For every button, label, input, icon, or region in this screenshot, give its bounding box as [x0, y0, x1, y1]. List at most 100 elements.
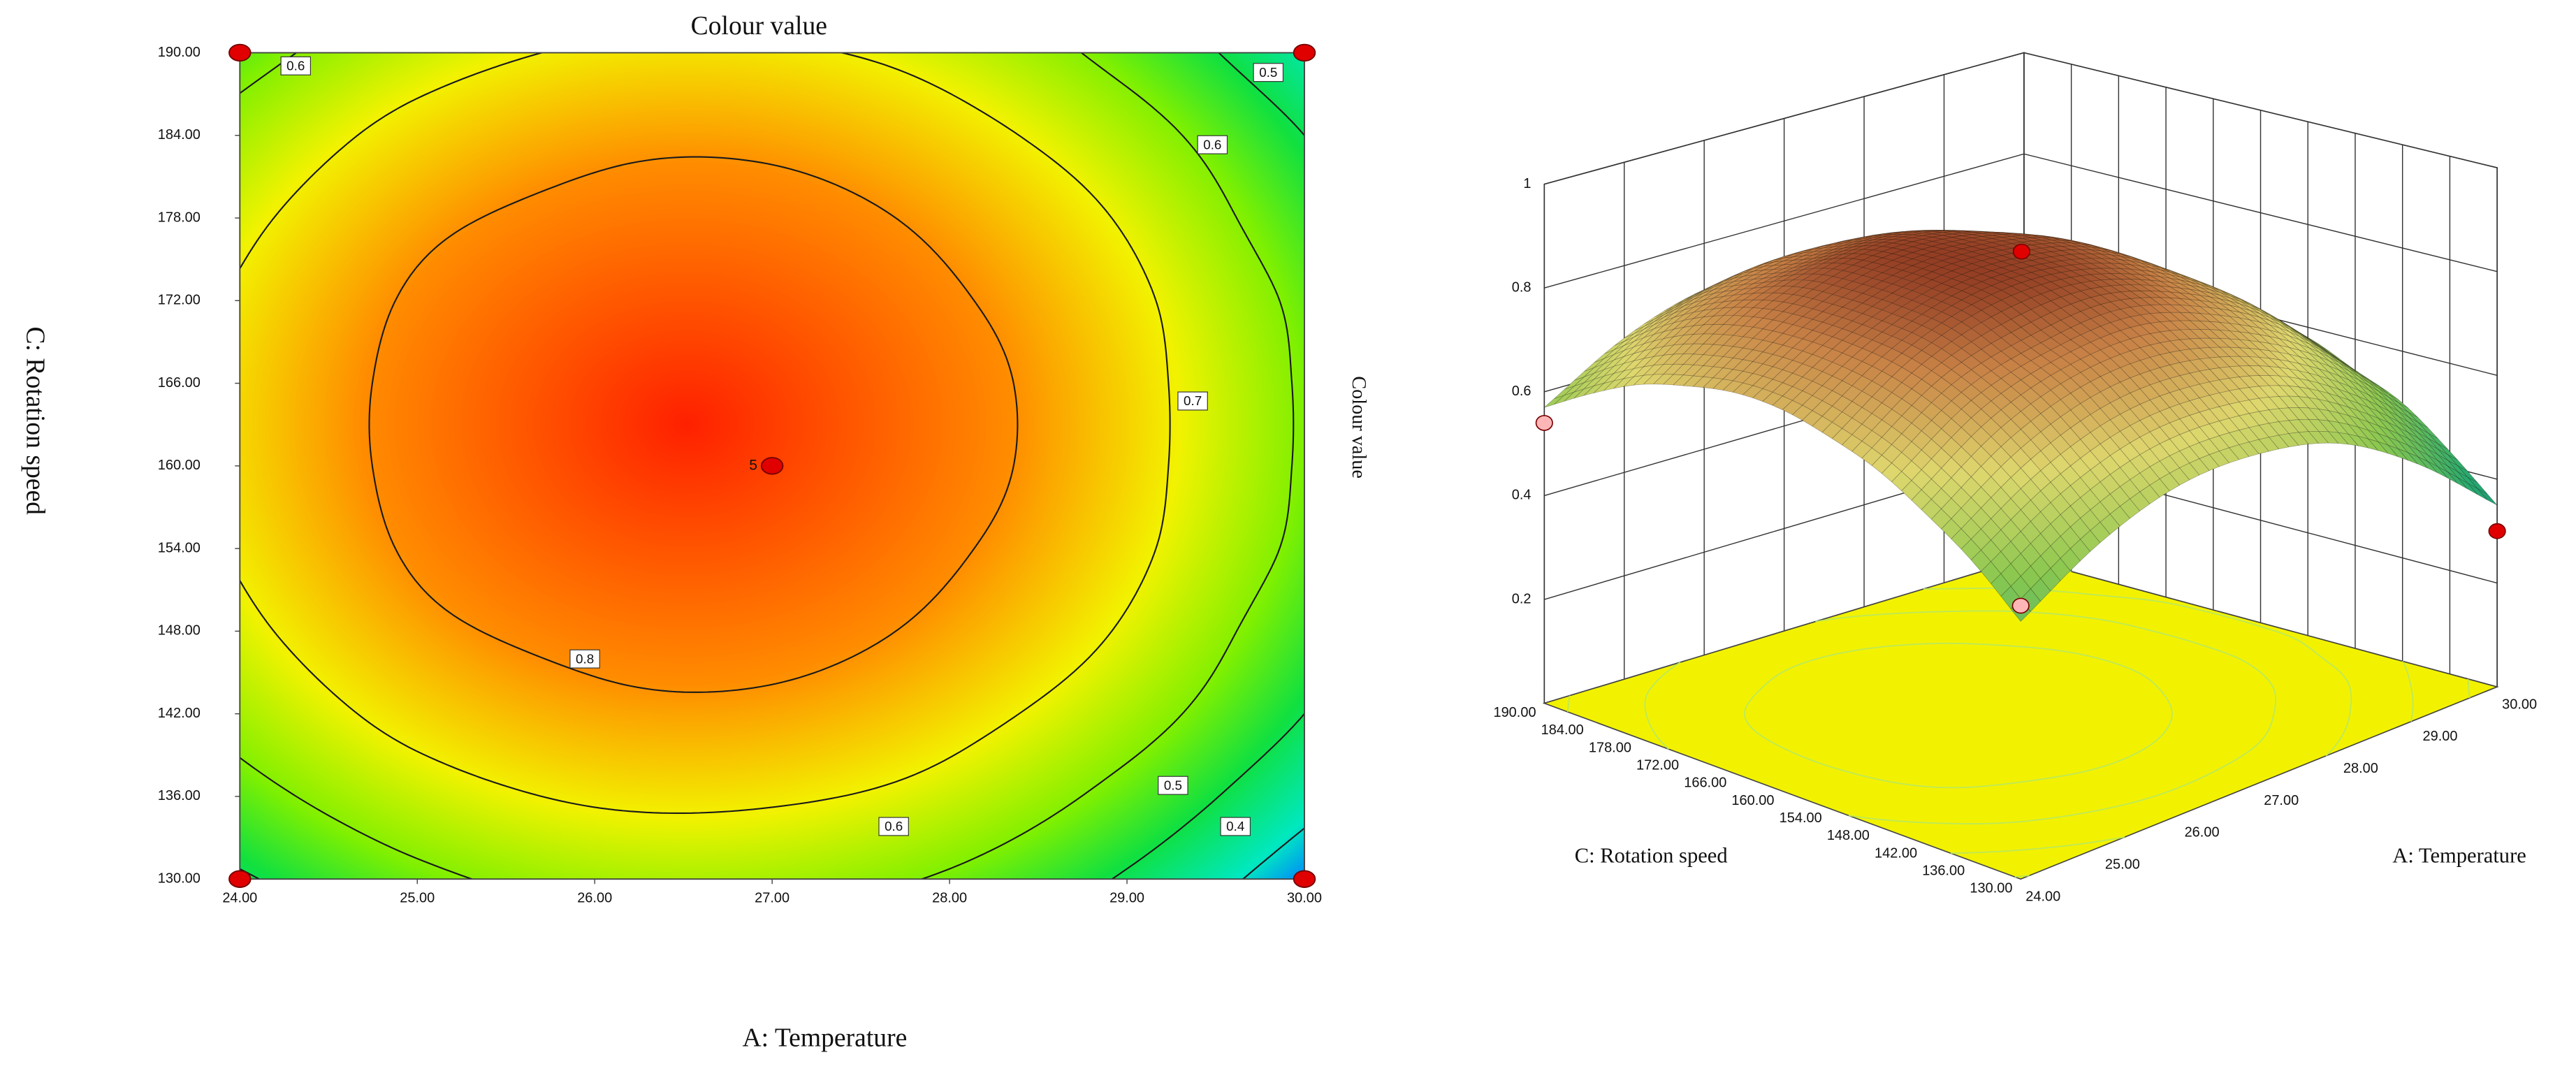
contour-label: 0.4 [1226, 819, 1244, 833]
surface-cell [2011, 233, 2032, 236]
surface-cell [2030, 367, 2051, 382]
wall-grid-line [1544, 153, 2498, 289]
surface-cell [2149, 367, 2171, 382]
surface-cell [2060, 315, 2081, 328]
surface-cell [2069, 386, 2091, 405]
y-tick-label-3d: 184.00 [1541, 722, 1584, 738]
x-tick-label-3d: 28.00 [2343, 761, 2378, 776]
surface-cell [2060, 526, 2081, 549]
surface-cell [2050, 332, 2072, 345]
surface-cell [2060, 259, 2082, 265]
surface-cell [2248, 425, 2270, 440]
surface-cell [2208, 367, 2230, 381]
surface-cell [2139, 415, 2160, 432]
surface-cell [1911, 293, 1933, 305]
surface-cell [2120, 298, 2141, 308]
surface-cell [2119, 377, 2141, 394]
surface-cell [2030, 316, 2052, 330]
surface-cell [2268, 408, 2290, 422]
contour-label-box [569, 649, 600, 669]
surface-cell [2119, 425, 2141, 444]
y-tick-label-3d: 166.00 [1684, 775, 1726, 791]
chart-title: Colour value [691, 11, 827, 41]
surface-cell [2000, 264, 2023, 272]
surface-cell [1812, 416, 1833, 433]
surface-cell [2298, 378, 2320, 391]
surface-cell [2060, 377, 2081, 394]
contour-label-box [1253, 63, 1284, 82]
y-axis-title-3d: C: Rotation speed [1575, 844, 1728, 868]
surface-cell [1930, 428, 1952, 449]
x-axis-title-3d: A: Temperature [2392, 844, 2526, 868]
surface-cell [1951, 266, 1973, 275]
surface-cell [1584, 376, 1604, 389]
surface-cell [1673, 307, 1694, 318]
surface-cell [1921, 288, 1943, 298]
surface-cell [1970, 486, 1992, 509]
surface-cell [2130, 491, 2151, 511]
surface-cell [2358, 390, 2379, 406]
surface-cell [1921, 370, 1942, 387]
surface-cell [2040, 274, 2062, 282]
surface-cell [1971, 299, 1992, 311]
surface-cell [1941, 384, 1962, 402]
surface-cell [1981, 400, 2002, 419]
surface-cell [2387, 429, 2408, 446]
y-tick-label-3d: 172.00 [1636, 758, 1679, 773]
surface-plot: 0.2 0.4 0.6 0.8 1 24.00 25.00 26.00 27.00 28.00 29… [1493, 52, 2537, 904]
x-tick-label: 28.00 [932, 891, 967, 906]
surface-cell [1951, 528, 1972, 550]
surface-cell [1941, 518, 1962, 539]
surface-cell [2160, 281, 2181, 289]
surface-cell [2050, 279, 2072, 288]
surface-cell [1654, 317, 1674, 330]
surface-cell [2179, 312, 2201, 321]
contour-layer [240, 52, 1305, 880]
surface-cell [2159, 378, 2181, 393]
surface-cell [2387, 422, 2408, 439]
surface-cell [1991, 290, 2012, 301]
surface-cell [1911, 489, 1932, 511]
surface-cell [2248, 375, 2270, 387]
surface-cell [2180, 293, 2201, 301]
surface-cell [2000, 372, 2022, 387]
surface-cell [1882, 239, 1903, 244]
surface-cell [1902, 237, 1923, 242]
surface-cell [2021, 321, 2042, 336]
surface-cell [2090, 268, 2112, 275]
surface-cell [2308, 418, 2329, 432]
y-tick-label-3d: 130.00 [1970, 881, 2012, 896]
surface-cell [2130, 279, 2151, 286]
surface-cell [2338, 432, 2359, 446]
surface-cell [2040, 256, 2062, 263]
surface-cell [1912, 231, 1933, 233]
surface-cell [2139, 333, 2161, 346]
surface-cell [2149, 342, 2171, 356]
surface-cell [2051, 250, 2072, 256]
surface-cell [2090, 337, 2111, 351]
surface-cell [2080, 274, 2102, 282]
surface-cell [1861, 447, 1882, 466]
surface-cell [2130, 314, 2151, 326]
surface-cell [2298, 431, 2320, 445]
z-axis-title: Colour value [1348, 376, 1369, 478]
surface-cell [1891, 382, 1912, 400]
surface-cell [1921, 318, 1942, 330]
surface-cell [1564, 382, 1585, 396]
surface-cell [1652, 336, 1675, 349]
surface-cell [2051, 242, 2072, 247]
surface-cell [2080, 451, 2101, 471]
surface-cell [1921, 329, 1942, 343]
surface-cell [2130, 388, 2151, 405]
surface-cell [1981, 418, 2002, 437]
surface-cell [1554, 391, 1575, 405]
surface-cell [2020, 403, 2042, 422]
surface-cell [2457, 465, 2478, 483]
surface-cell [2020, 439, 2042, 460]
surface-cell [1643, 338, 1665, 351]
surface-cell [2248, 365, 2270, 376]
surface-cell [2179, 462, 2200, 481]
surface-cell [2090, 294, 2111, 305]
surface-cell [2199, 395, 2220, 410]
surface-cell [1901, 358, 1923, 374]
